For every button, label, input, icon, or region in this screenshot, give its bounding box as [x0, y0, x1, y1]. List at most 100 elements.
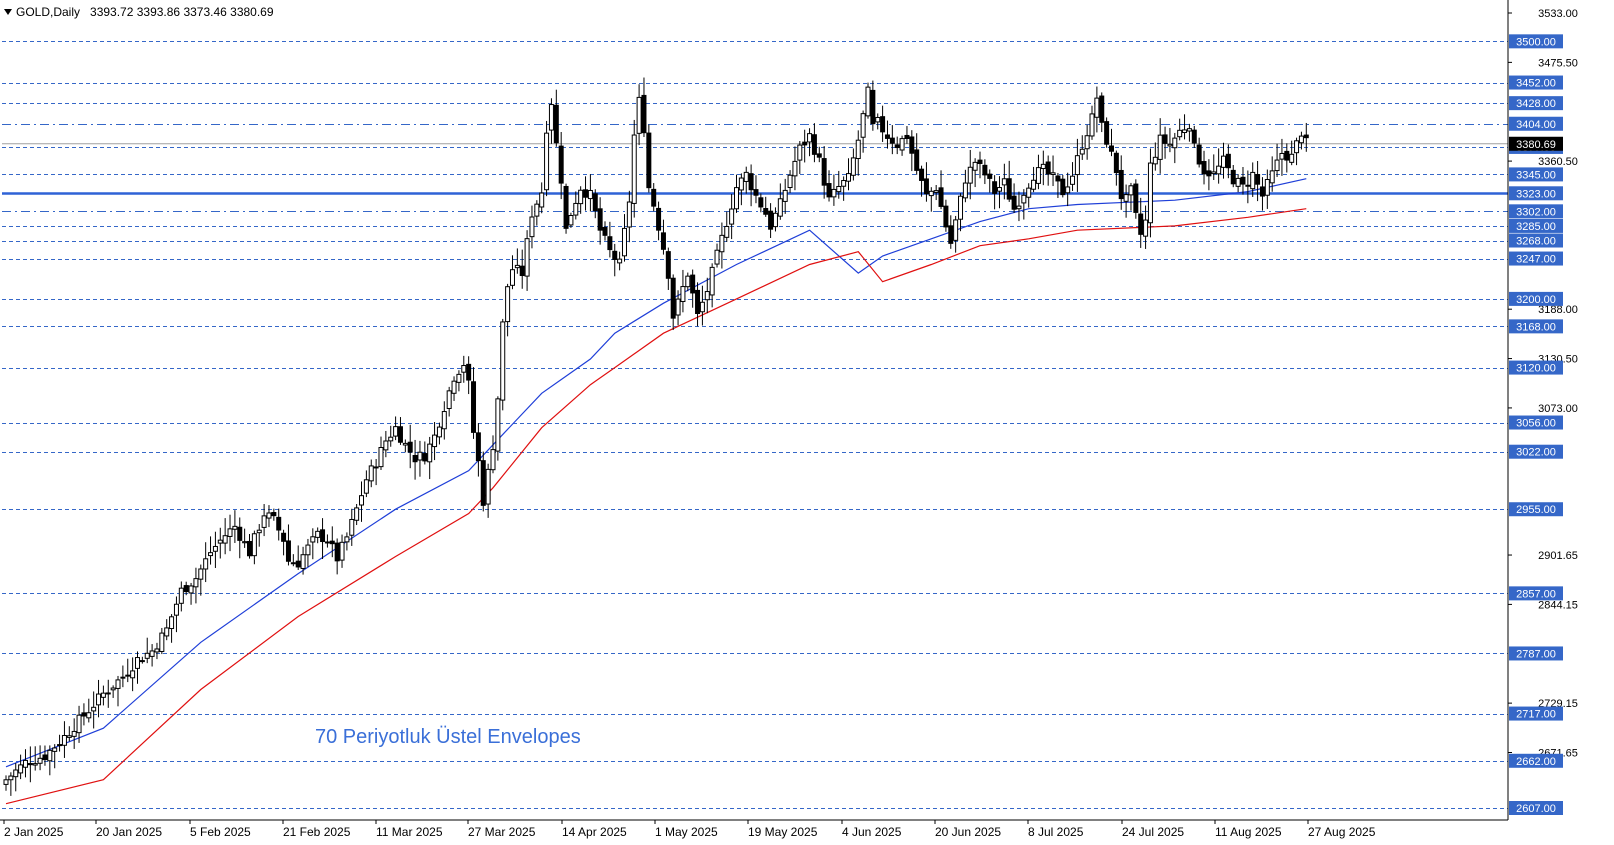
candle-bull[interactable] — [120, 676, 126, 679]
candle-bull[interactable] — [860, 113, 866, 138]
candle-bear[interactable] — [938, 187, 944, 207]
candle-bull[interactable] — [227, 528, 233, 537]
candle-bull[interactable] — [772, 212, 778, 228]
candle-bull[interactable] — [3, 779, 9, 785]
candle-bear[interactable] — [768, 210, 774, 230]
candle-bull[interactable] — [699, 301, 705, 313]
candle-bull[interactable] — [1021, 194, 1027, 204]
candle-bull[interactable] — [451, 380, 457, 394]
candle-bull[interactable] — [1143, 219, 1149, 237]
candle-bull[interactable] — [344, 536, 350, 543]
candle-bear[interactable] — [943, 205, 949, 228]
candle-bull[interactable] — [1147, 162, 1153, 224]
candle-bear[interactable] — [811, 134, 817, 155]
candle-bear[interactable] — [407, 441, 413, 453]
candle-bull[interactable] — [1211, 171, 1217, 175]
candle-bull[interactable] — [529, 216, 535, 238]
candle-bull[interactable] — [232, 525, 238, 530]
candle-bull[interactable] — [865, 86, 871, 117]
candle-bull[interactable] — [855, 139, 861, 160]
candle-bull[interactable] — [617, 258, 623, 264]
candle-bear[interactable] — [753, 189, 759, 196]
candle-bull[interactable] — [100, 692, 106, 698]
candle-bear[interactable] — [1045, 161, 1051, 175]
candle-bull[interactable] — [388, 436, 394, 442]
candle-bull[interactable] — [427, 443, 433, 463]
candle-bull[interactable] — [1279, 152, 1285, 160]
candle-bull[interactable] — [782, 189, 788, 202]
candle-bull[interactable] — [1182, 129, 1188, 134]
candle-bull[interactable] — [212, 545, 218, 552]
candle-bull[interactable] — [1298, 135, 1304, 144]
candle-bull[interactable] — [777, 198, 783, 217]
candle-bull[interactable] — [505, 286, 511, 323]
candle-bear[interactable] — [475, 432, 481, 462]
candle-bull[interactable] — [875, 116, 881, 123]
candle-bear[interactable] — [334, 542, 340, 562]
candle-bear[interactable] — [1133, 183, 1139, 213]
candle-bull[interactable] — [846, 173, 852, 182]
candle-bull[interactable] — [198, 568, 204, 580]
candle-bear[interactable] — [1259, 186, 1265, 197]
candle-bull[interactable] — [967, 166, 973, 184]
candle-bull[interactable] — [714, 249, 720, 265]
candle-bull[interactable] — [1245, 184, 1251, 187]
candle-bear[interactable] — [1255, 174, 1261, 185]
candle-bear[interactable] — [826, 183, 832, 198]
candle-bull[interactable] — [1084, 135, 1090, 150]
candle-bear[interactable] — [602, 226, 608, 236]
candle-bear[interactable] — [329, 540, 335, 545]
candle-bull[interactable] — [290, 562, 296, 565]
candle-bull[interactable] — [1079, 148, 1085, 155]
candle-bull[interactable] — [208, 552, 214, 557]
candle-bull[interactable] — [315, 530, 321, 538]
candle-bear[interactable] — [909, 136, 915, 154]
candle-bull[interactable] — [446, 390, 452, 409]
candle-bear[interactable] — [295, 560, 301, 568]
candle-bear[interactable] — [1006, 178, 1012, 200]
candle-bull[interactable] — [1031, 179, 1037, 190]
candle-bull[interactable] — [1269, 170, 1275, 184]
candle-bear[interactable] — [480, 460, 486, 506]
candle-bull[interactable] — [958, 195, 964, 220]
candle-bear[interactable] — [1113, 152, 1119, 174]
candle-bull[interactable] — [724, 225, 730, 238]
candle-bull[interactable] — [1167, 143, 1173, 147]
candle-bear[interactable] — [553, 104, 559, 144]
candle-bull[interactable] — [899, 138, 905, 151]
candle-bull[interactable] — [91, 706, 97, 712]
candle-bull[interactable] — [704, 291, 710, 301]
candle-bear[interactable] — [880, 116, 886, 133]
candle-bear[interactable] — [670, 277, 676, 319]
candle-bull[interactable] — [685, 275, 691, 288]
candle-bull[interactable] — [1035, 167, 1041, 184]
candle-bull[interactable] — [1089, 113, 1095, 137]
candle-bull[interactable] — [1294, 140, 1300, 154]
candle-bull[interactable] — [1070, 175, 1076, 185]
candle-bear[interactable] — [466, 363, 472, 381]
candle-bull[interactable] — [1177, 129, 1183, 138]
candle-bull[interactable] — [193, 578, 199, 588]
candle-bull[interactable] — [1040, 163, 1046, 170]
candle-bull[interactable] — [149, 650, 155, 657]
candle-bull[interactable] — [509, 269, 515, 286]
candle-bull[interactable] — [47, 749, 53, 762]
candle-bull[interactable] — [115, 679, 121, 689]
candle-bull[interactable] — [130, 670, 136, 679]
candle-bull[interactable] — [441, 411, 447, 430]
candle-bull[interactable] — [378, 447, 384, 468]
candle-bull[interactable] — [928, 190, 934, 197]
candle-bear[interactable] — [422, 453, 428, 462]
candle-bull[interactable] — [1123, 194, 1129, 202]
candle-bull[interactable] — [159, 632, 165, 652]
candle-bull[interactable] — [719, 234, 725, 253]
candle-bear[interactable] — [1118, 169, 1124, 200]
candle-bear[interactable] — [276, 516, 282, 531]
candle-bull[interactable] — [71, 730, 77, 737]
candle-bull[interactable] — [573, 202, 579, 216]
candle-bear[interactable] — [660, 232, 666, 250]
candle-bull[interactable] — [1186, 128, 1192, 132]
candle-bull[interactable] — [1152, 156, 1158, 165]
candle-bear[interactable] — [656, 207, 662, 231]
